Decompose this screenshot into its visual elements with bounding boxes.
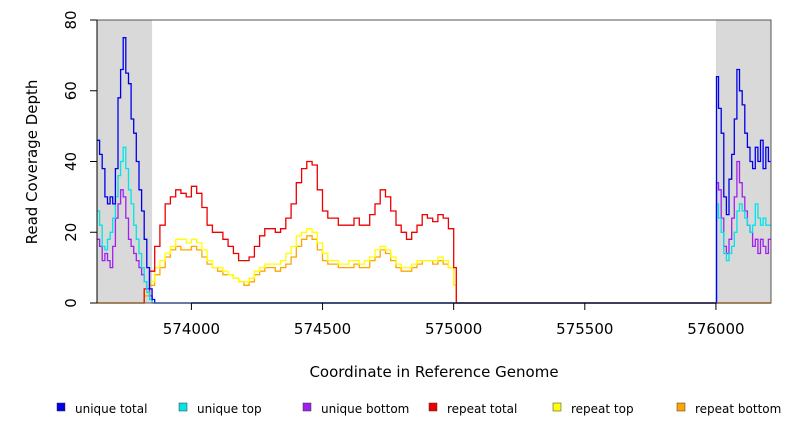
y-tick-label-0: 0: [62, 298, 80, 308]
series-lines: [97, 37, 771, 304]
legend-item-repeat-total: repeat total: [428, 402, 517, 416]
legend-item-repeat-top: repeat top: [552, 402, 634, 416]
x-tick-label-575500: 575500: [556, 320, 613, 338]
x-tick-label-575000: 575000: [425, 320, 482, 338]
x-axis: 574000 574500 575000 575500 576000: [163, 302, 745, 338]
legend-label-repeat-top: repeat top: [571, 402, 634, 416]
x-axis-title: Coordinate in Reference Genome: [309, 363, 558, 381]
legend-item-unique-total: unique total: [56, 402, 147, 416]
y-tick-label-20: 20: [62, 223, 80, 242]
legend-label-unique-top: unique top: [197, 402, 262, 416]
x-tick-label-574500: 574500: [294, 320, 351, 338]
legend-swatch-repeat-top: [552, 402, 562, 412]
series-line-repeat-bottom: [97, 235, 771, 304]
series-line-repeat-top: [97, 228, 771, 304]
series-line-repeat-total: [97, 160, 771, 304]
y-tick-label-40: 40: [62, 152, 80, 171]
legend-label-repeat-total: repeat total: [447, 402, 517, 416]
series-line-unique-top: [97, 146, 771, 304]
y-tick-label-80: 80: [62, 10, 80, 29]
legend-swatch-unique-bottom: [302, 402, 312, 412]
legend-label-unique-total: unique total: [75, 402, 147, 416]
y-tick-label-60: 60: [62, 81, 80, 100]
x-tick-label-574000: 574000: [163, 320, 220, 338]
legend-item-unique-bottom: unique bottom: [302, 402, 409, 416]
shaded-region-2: [715, 20, 771, 303]
legend-swatch-repeat-bottom: [676, 402, 686, 412]
legend-swatch-unique-top: [178, 402, 188, 412]
legend-item-unique-top: unique top: [178, 402, 262, 416]
legend-item-repeat-bottom: repeat bottom: [676, 402, 781, 416]
shaded-regions: [97, 20, 771, 303]
legend-label-unique-bottom: unique bottom: [321, 402, 409, 416]
y-axis: 0 20 40 60 80: [62, 10, 98, 308]
series-line-unique-total: [97, 37, 771, 304]
legend-swatch-repeat-total: [428, 402, 438, 412]
x-tick-label-576000: 576000: [687, 320, 744, 338]
series-line-unique-bottom: [97, 160, 771, 304]
legend-swatch-unique-total: [56, 402, 66, 412]
legend-label-repeat-bottom: repeat bottom: [695, 402, 781, 416]
shaded-region-1: [97, 20, 153, 303]
y-axis-title: Read Coverage Depth: [23, 80, 41, 245]
legend: unique total unique top unique bottom repea…: [56, 402, 781, 416]
